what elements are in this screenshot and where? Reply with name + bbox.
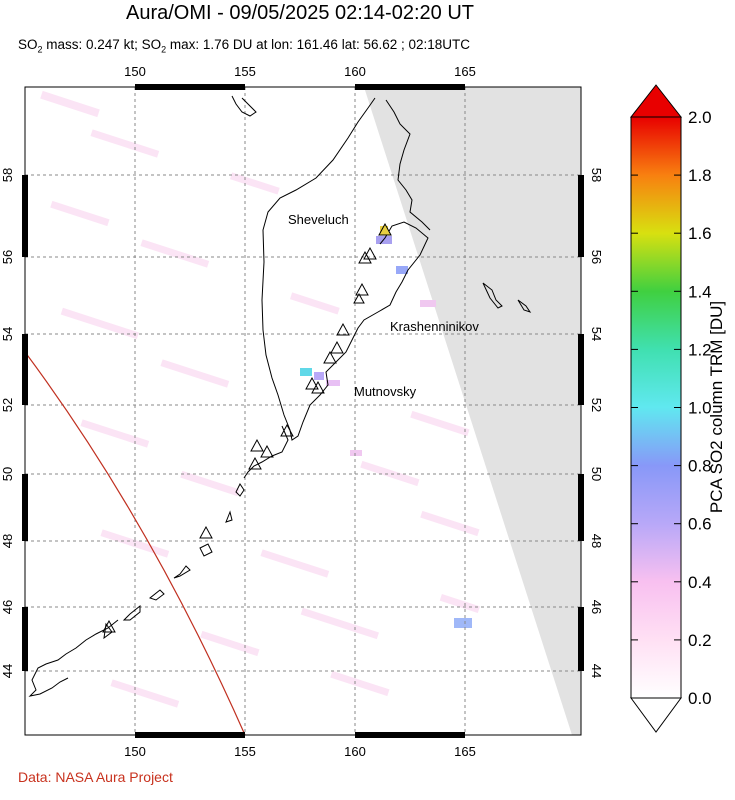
colorbar-scale: [630, 116, 682, 699]
colorbar-tick-label: 0.6: [688, 515, 712, 534]
volcano-triangle: [260, 444, 274, 458]
lon-tick-top: 160: [344, 64, 366, 79]
lat-tick-right: 48: [589, 534, 604, 548]
lat-tick-left: 50: [0, 467, 15, 481]
lon-tick-bottom: 160: [344, 744, 366, 759]
colorbar-tick-label: 1.4: [688, 282, 712, 301]
volcano-triangle: [311, 380, 325, 394]
colorbar-tick-label: 1.2: [688, 340, 712, 359]
map-gridlines: [25, 87, 581, 735]
colorbar-tick-label: 1.6: [688, 224, 712, 243]
no-data-region: [364, 87, 581, 735]
volcano-triangle: [378, 222, 392, 236]
lat-tick-right: 58: [589, 168, 604, 182]
orbit-swath-edge: [25, 351, 246, 735]
colorbar-tick-label: 1.8: [688, 166, 712, 185]
colorbar-tick-label: 2.0: [688, 108, 712, 127]
colorbar-label: PCA SO2 column TRM [DU]: [707, 301, 726, 513]
lat-tick-left: 56: [0, 250, 15, 264]
colorbar-tick-label: 1.0: [688, 399, 712, 418]
lat-tick-left: 48: [0, 534, 15, 548]
colorbar-tick-label: 0.2: [688, 631, 712, 650]
volcano-triangle: [102, 619, 116, 633]
volcano-triangle: [330, 340, 344, 354]
volcano-label-krashenninikov: Krashenninikov: [390, 319, 479, 334]
map-frame: [24, 86, 582, 736]
lon-tick-bottom: 155: [234, 744, 256, 759]
volcano-triangle: [358, 250, 372, 264]
lat-tick-right: 50: [589, 467, 604, 481]
lat-tick-right: 46: [589, 600, 604, 614]
lon-tick-top: 155: [234, 64, 256, 79]
lat-tick-right: 44: [589, 664, 604, 678]
colorbar-min-arrow: [630, 697, 682, 733]
volcano-triangle: [305, 376, 319, 390]
volcano-triangle: [336, 322, 350, 336]
volcano-triangle: [323, 350, 337, 364]
lat-tick-right: 54: [589, 327, 604, 341]
colorbar-max-arrow: [629, 84, 683, 118]
volcano-markers: [102, 222, 392, 633]
volcano-triangle: [363, 246, 377, 260]
lat-tick-left: 44: [0, 664, 15, 678]
volcano-label-mutnovsky: Mutnovsky: [354, 384, 417, 399]
lon-tick-bottom: 150: [124, 744, 146, 759]
lon-tick-top: 165: [454, 64, 476, 79]
coastlines: [28, 95, 532, 697]
map-border-ticks: [22, 84, 584, 738]
lat-tick-left: 58: [0, 168, 15, 182]
volcano-triangle: [355, 282, 369, 296]
colorbar-tick-label: 0.4: [688, 573, 712, 592]
volcano-triangle: [250, 438, 264, 452]
page-title: Aura/OMI - 09/05/2025 02:14-02:20 UT: [126, 2, 474, 24]
volcano-triangle: [248, 456, 262, 470]
colorbar-tick-label: 0.8: [688, 457, 712, 476]
volcano-label-sheveluch: Sheveluch: [288, 212, 349, 227]
lon-tick-top: 150: [124, 64, 146, 79]
so2-background-streaks: [40, 90, 480, 708]
data-credit: Data: NASA Aura Project: [18, 769, 173, 785]
map-subtitle: SO2 mass: 0.247 kt; SO2 max: 1.76 DU at …: [18, 37, 471, 55]
volcano-triangle: [280, 423, 294, 437]
colorbar: 0.0 0.2 0.4 0.6 0.8 1.0 1.2 1.4 1.6 1.8 2.0 PCA SO…: [629, 84, 726, 733]
lon-tick-bottom: 165: [454, 744, 476, 759]
lat-tick-right: 56: [589, 250, 604, 264]
volcano-triangle: [199, 525, 213, 539]
lat-tick-right: 52: [589, 398, 604, 412]
lat-tick-left: 46: [0, 600, 15, 614]
map-panel: Sheveluch Krashenninikov Mutnovsky: [25, 87, 581, 735]
lat-tick-left: 54: [0, 327, 15, 341]
colorbar-tick-label: 0.0: [688, 689, 712, 708]
volcano-triangle: [353, 292, 365, 304]
lat-tick-left: 52: [0, 398, 15, 412]
